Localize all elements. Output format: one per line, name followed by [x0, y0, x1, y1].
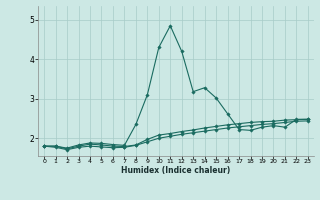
X-axis label: Humidex (Indice chaleur): Humidex (Indice chaleur): [121, 166, 231, 175]
